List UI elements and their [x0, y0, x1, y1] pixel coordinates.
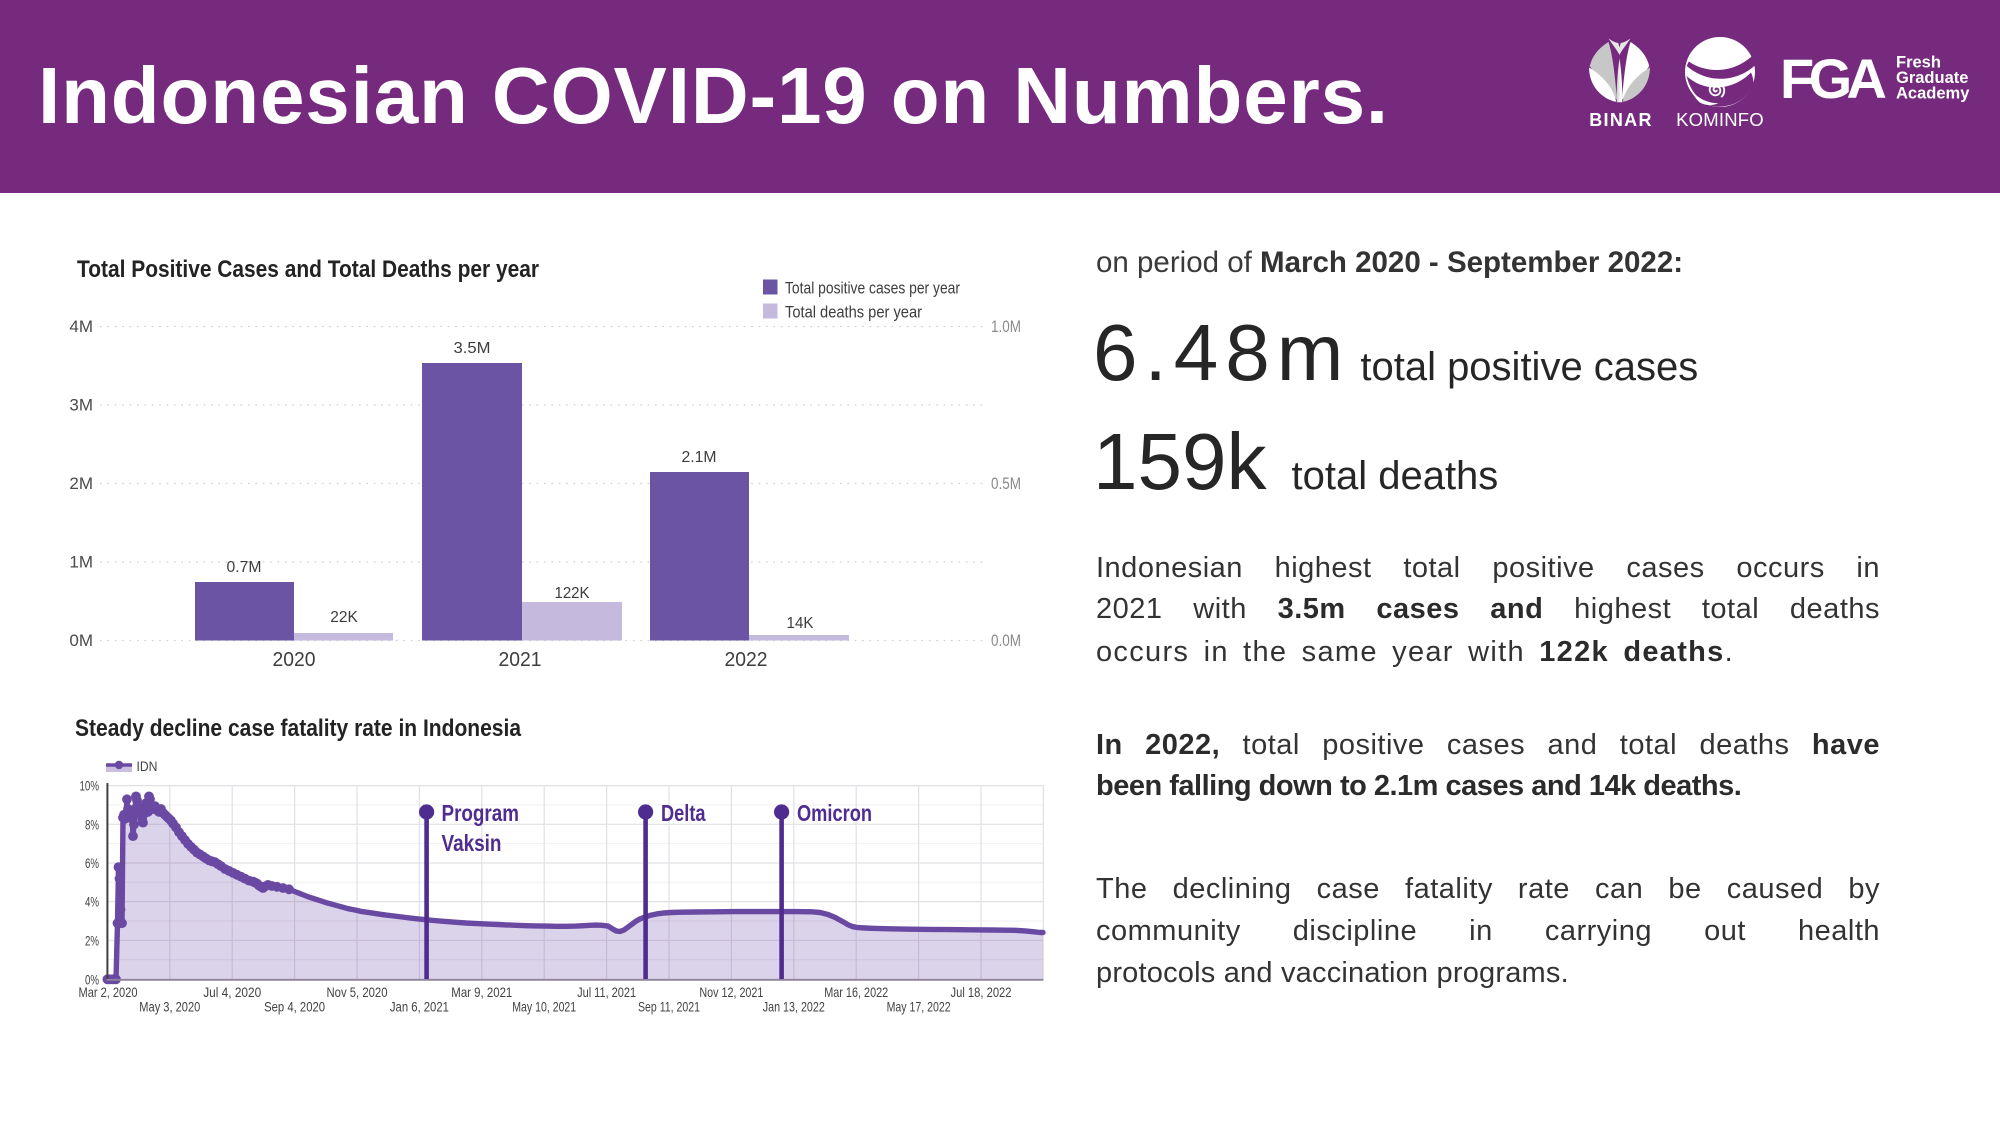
- svg-text:BINAR: BINAR: [1589, 110, 1653, 130]
- svg-text:Mar 16, 2022: Mar 16, 2022: [824, 984, 888, 1000]
- svg-text:2.1M: 2.1M: [682, 449, 717, 466]
- svg-text:0.7M: 0.7M: [227, 559, 262, 576]
- svg-text:2M: 2M: [69, 474, 93, 493]
- svg-text:Steady decline case fatality r: Steady decline case fatality rate in Ind…: [75, 715, 522, 742]
- svg-text:Vaksin: Vaksin: [442, 830, 502, 856]
- svg-text:Jul 11, 2021: Jul 11, 2021: [577, 984, 636, 1000]
- svg-text:Delta: Delta: [661, 800, 706, 826]
- svg-text:4M: 4M: [69, 317, 93, 336]
- svg-text:2020: 2020: [273, 649, 316, 671]
- svg-text:May 3, 2020: May 3, 2020: [139, 999, 200, 1015]
- svg-text:0.5M: 0.5M: [991, 474, 1021, 493]
- svg-text:Graduate: Graduate: [1896, 69, 1968, 87]
- svg-text:8%: 8%: [85, 816, 99, 832]
- svg-text:Total positive cases per year: Total positive cases per year: [785, 279, 960, 298]
- svg-text:122K: 122K: [555, 585, 590, 602]
- svg-text:Mar 9, 2021: Mar 9, 2021: [451, 984, 512, 1000]
- svg-text:10%: 10%: [80, 778, 100, 794]
- svg-text:IDN: IDN: [137, 758, 158, 774]
- svg-text:Sep 4, 2020: Sep 4, 2020: [264, 999, 325, 1015]
- svg-text:Jul 4, 2020: Jul 4, 2020: [203, 984, 261, 1000]
- svg-text:2021: 2021: [499, 649, 542, 671]
- svg-text:Fresh: Fresh: [1896, 54, 1941, 72]
- svg-text:Program: Program: [442, 800, 520, 826]
- svg-text:0M: 0M: [69, 631, 93, 650]
- svg-text:22K: 22K: [330, 609, 358, 626]
- svg-text:0%: 0%: [85, 971, 99, 987]
- svg-text:Jan 13, 2022: Jan 13, 2022: [763, 999, 825, 1015]
- svg-text:2022: 2022: [725, 649, 768, 671]
- svg-text:Total Positive Cases and Total: Total Positive Cases and Total Deaths pe…: [77, 256, 539, 283]
- svg-text:Sep 11, 2021: Sep 11, 2021: [638, 999, 700, 1015]
- svg-text:0.0M: 0.0M: [991, 631, 1021, 650]
- svg-text:3.5M: 3.5M: [454, 340, 491, 357]
- svg-text:3M: 3M: [69, 396, 93, 415]
- svg-text:May 10, 2021: May 10, 2021: [512, 999, 576, 1015]
- svg-text:FGA: FGA: [1780, 47, 1886, 110]
- svg-text:KOMINFO: KOMINFO: [1676, 109, 1764, 130]
- svg-text:Total deaths per year: Total deaths per year: [785, 303, 922, 322]
- svg-text:1M: 1M: [69, 553, 93, 572]
- svg-text:Jan 6, 2021: Jan 6, 2021: [390, 999, 449, 1015]
- svg-text:Nov 5, 2020: Nov 5, 2020: [327, 984, 388, 1000]
- svg-text:Omicron: Omicron: [797, 800, 872, 826]
- svg-text:Mar 2, 2020: Mar 2, 2020: [79, 984, 138, 1000]
- svg-text:Academy: Academy: [1896, 85, 1970, 103]
- svg-text:May 17, 2022: May 17, 2022: [887, 999, 951, 1015]
- svg-text:4%: 4%: [85, 894, 99, 910]
- svg-text:14K: 14K: [787, 615, 814, 632]
- svg-text:1.0M: 1.0M: [991, 317, 1021, 336]
- svg-text:2%: 2%: [85, 932, 99, 948]
- svg-text:6%: 6%: [85, 855, 99, 871]
- svg-text:Jul 18, 2022: Jul 18, 2022: [951, 984, 1012, 1000]
- svg-text:Nov 12, 2021: Nov 12, 2021: [699, 984, 763, 1000]
